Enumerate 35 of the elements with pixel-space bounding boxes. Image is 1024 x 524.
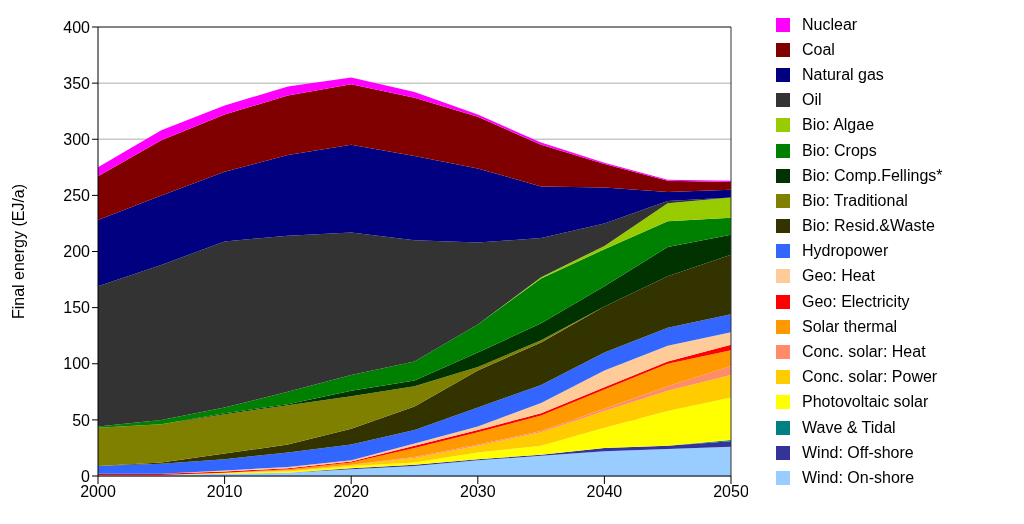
legend-label: Oil	[802, 91, 822, 110]
y-tick-label: 50	[72, 411, 91, 429]
x-tick-label: 2020	[333, 483, 370, 501]
legend-label: Wind: On-shore	[802, 468, 915, 487]
y-tick-label: 350	[63, 74, 91, 92]
legend-label: Conc. solar: Power	[802, 368, 938, 387]
y-tick-label: 200	[63, 243, 91, 261]
legend-label: Wave & Tidal	[802, 418, 896, 437]
y-tick-label: 0	[81, 467, 91, 485]
legend-label: Conc. solar: Heat	[802, 343, 926, 362]
legend-label: Solar thermal	[802, 317, 898, 336]
legend-label: Natural gas	[802, 65, 884, 84]
x-tick-label: 2010	[206, 483, 243, 501]
y-tick-label: 300	[63, 130, 91, 148]
x-tick-label: 2050	[713, 483, 749, 501]
legend-label: Bio: Resid.&Waste	[802, 217, 935, 236]
legend-label: Bio: Crops	[802, 141, 877, 160]
x-tick-label: 2040	[586, 483, 623, 501]
x-tick-label: 2000	[80, 483, 116, 501]
legend-label: Bio: Comp.Fellings*	[802, 166, 943, 185]
y-tick-label: 250	[63, 187, 91, 205]
legend-label: Bio: Algae	[802, 116, 875, 135]
legend-label: Photovoltaic solar	[802, 393, 929, 412]
y-tick-label: 100	[63, 355, 91, 373]
legend-label: Geo: Electricity	[802, 292, 910, 311]
y-tick-label: 400	[63, 18, 91, 36]
legend-label: Geo: Heat	[802, 267, 875, 286]
y-axis-title: Final energy (EJ/a)	[9, 183, 27, 320]
x-tick-label: 2030	[460, 483, 496, 501]
legend-label: Wind: Off-shore	[802, 443, 914, 462]
legend-label: Coal	[802, 40, 835, 59]
legend-label: Nuclear	[802, 15, 858, 34]
y-tick-label: 150	[63, 299, 91, 317]
legend-label: Bio: Traditional	[802, 191, 908, 210]
legend-label: Hydropower	[802, 242, 889, 261]
